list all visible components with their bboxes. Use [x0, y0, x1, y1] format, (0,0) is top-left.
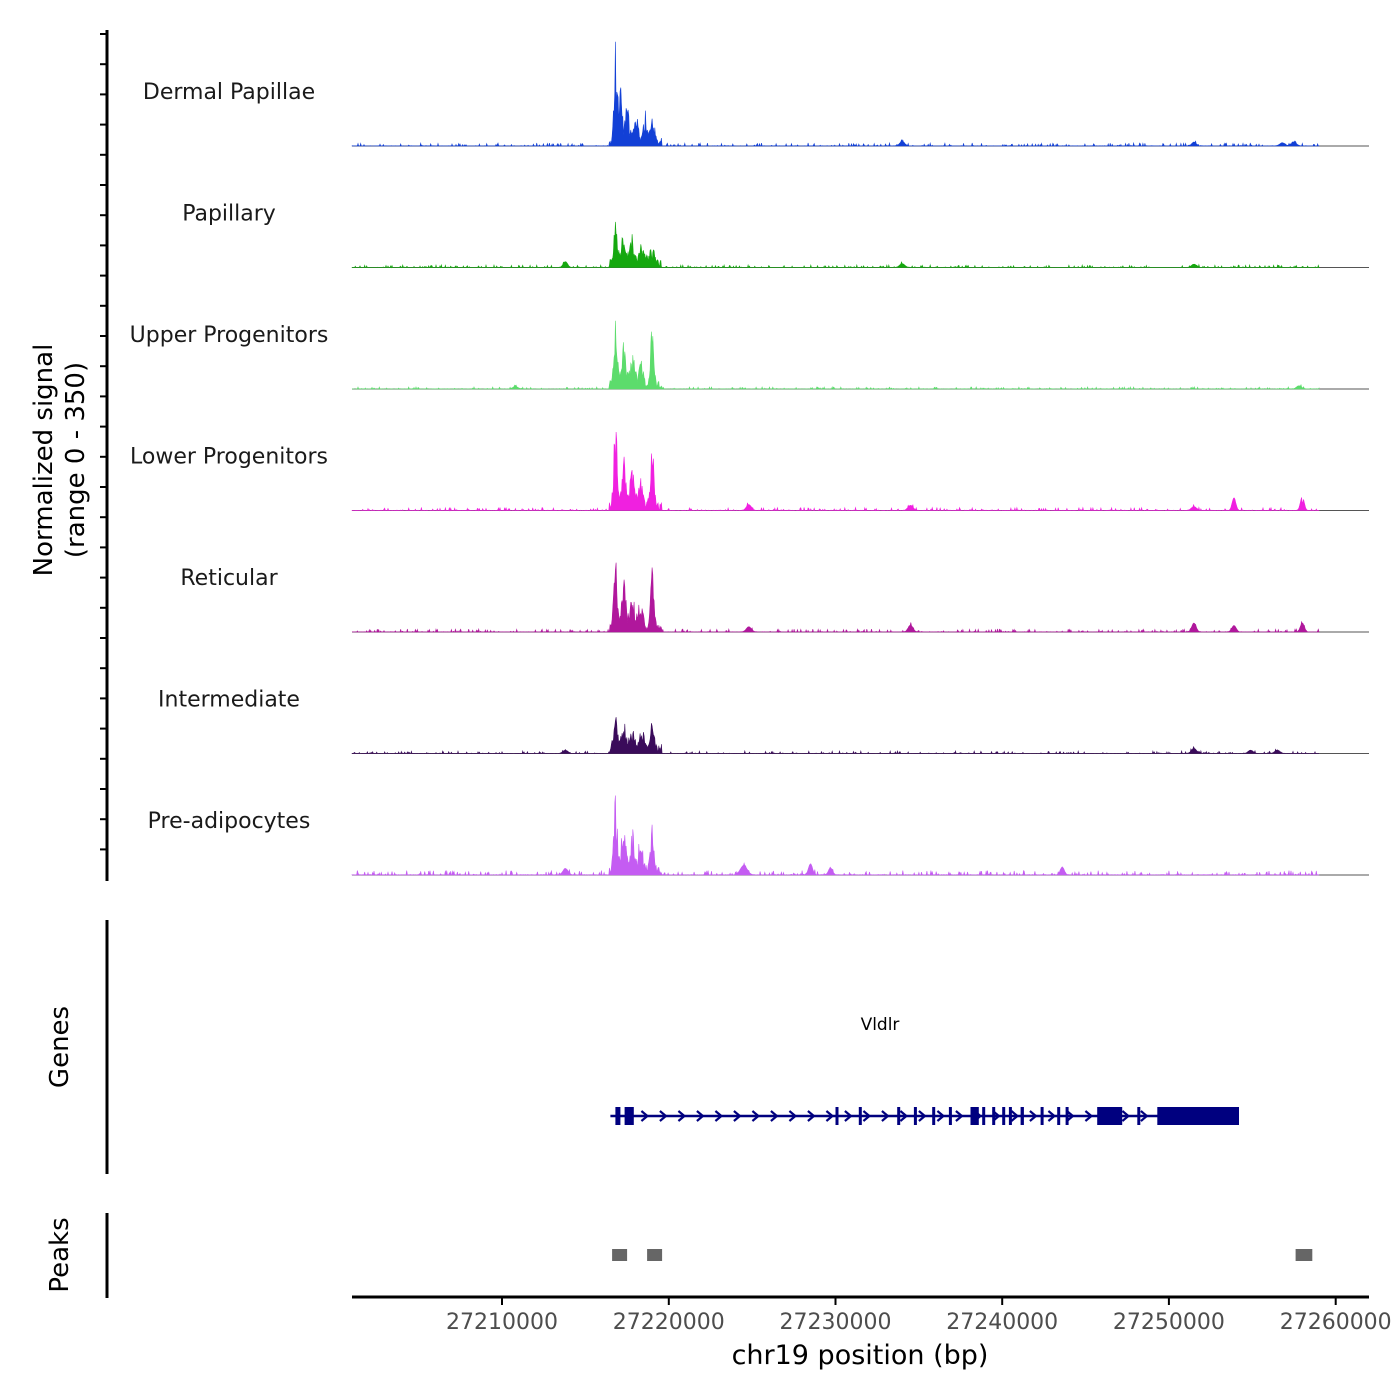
peaks-track-label: Peaks	[45, 1217, 75, 1292]
y-axis-title-line2: (range 0 - 350)	[61, 362, 91, 558]
x-tick-label: 27260000	[1280, 1310, 1392, 1335]
gene-exon	[1040, 1107, 1044, 1125]
track-label: Reticular	[180, 566, 278, 591]
strand-arrow	[1047, 1110, 1057, 1122]
track-dermal-papillae: Dermal Papillae	[143, 41, 1369, 147]
gene-exon	[1020, 1107, 1024, 1125]
strand-arrow	[751, 1110, 761, 1122]
strand-arrow	[955, 1110, 964, 1122]
gene-exon	[624, 1107, 634, 1125]
strand-arrow	[1029, 1110, 1038, 1122]
signal-area	[351, 717, 1320, 755]
strand-arrow	[899, 1110, 909, 1122]
x-tick-label: 27210000	[446, 1310, 558, 1335]
gene-exon	[970, 1107, 979, 1125]
gene-name-label: Vldlr	[861, 1015, 900, 1035]
track-label: Intermediate	[158, 688, 300, 713]
gene-exon	[913, 1107, 917, 1125]
peak-region	[1295, 1249, 1313, 1261]
signal-area	[351, 221, 1320, 269]
gene-exon	[1157, 1107, 1239, 1125]
signal-y-axis	[100, 30, 109, 881]
gene-exon	[948, 1107, 952, 1125]
track-label: Pre-adipocytes	[148, 809, 311, 834]
strand-arrow	[862, 1110, 872, 1122]
x-axis-ticks: 27210000 27220000 27230000 27240000 27250000…	[446, 1297, 1392, 1335]
strand-arrow	[640, 1110, 650, 1122]
signal-area	[351, 795, 1320, 877]
track-label: Papillary	[182, 202, 276, 227]
gene-exon	[992, 1107, 996, 1125]
track-lower-progenitors: Lower Progenitors	[130, 431, 1369, 512]
strand-arrow	[677, 1110, 687, 1122]
strand-arrow	[1140, 1110, 1149, 1122]
gene-exon	[1008, 1107, 1012, 1125]
signal-area	[351, 562, 1320, 634]
track-label: Upper Progenitors	[130, 323, 329, 348]
x-tick-label: 27250000	[1113, 1310, 1225, 1335]
track-reticular: Reticular	[180, 562, 1369, 634]
x-tick-label: 27230000	[780, 1310, 892, 1335]
gene-track	[610, 1107, 1239, 1125]
strand-arrow	[770, 1110, 779, 1122]
x-axis-title: chr19 position (bp)	[732, 1340, 989, 1371]
gene-exon	[1065, 1107, 1069, 1125]
strand-arrow	[881, 1110, 890, 1122]
gene-exon	[615, 1107, 621, 1125]
peak-track	[612, 1249, 1313, 1261]
strand-arrow	[825, 1110, 835, 1122]
signal-area	[351, 41, 1320, 147]
track-upper-progenitors: Upper Progenitors	[130, 320, 1369, 390]
strand-arrow	[1010, 1110, 1020, 1122]
x-tick-label: 27220000	[613, 1310, 725, 1335]
gene-exon	[1002, 1107, 1006, 1125]
strand-arrow	[807, 1110, 816, 1122]
strand-arrow	[936, 1110, 946, 1122]
y-axis-title-line1: Normalized signal	[29, 344, 59, 577]
strand-arrow	[659, 1110, 668, 1122]
signal-area	[351, 431, 1320, 512]
gene-exon	[1097, 1107, 1123, 1125]
genes-track-label: Genes	[45, 1006, 75, 1088]
coverage-tracks: Dermal Papillae Papillary Upper Progenitor…	[130, 41, 1369, 877]
peak-region	[647, 1249, 663, 1261]
strand-arrow	[918, 1110, 927, 1122]
track-papillary: Papillary	[182, 202, 1369, 269]
peak-region	[612, 1249, 628, 1261]
strand-arrow	[844, 1110, 853, 1122]
signal-area	[351, 320, 1320, 390]
gene-exon	[1057, 1107, 1061, 1125]
gene-exon	[897, 1107, 901, 1125]
gene-exon	[835, 1107, 839, 1125]
track-intermediate: Intermediate	[158, 688, 1369, 755]
strand-arrow	[1084, 1110, 1094, 1122]
track-pre-adipocytes: Pre-adipocytes	[148, 795, 1369, 877]
strand-arrow	[1066, 1110, 1075, 1122]
gene-exon	[1137, 1107, 1141, 1125]
x-tick-label: 27240000	[946, 1310, 1058, 1335]
gene-exon	[982, 1107, 986, 1125]
track-label: Lower Progenitors	[130, 445, 328, 470]
track-label: Dermal Papillae	[143, 80, 315, 105]
strand-arrow	[733, 1110, 742, 1122]
strand-arrow	[1121, 1110, 1131, 1122]
strand-arrow	[788, 1110, 798, 1122]
strand-arrow	[696, 1110, 705, 1122]
strand-arrow	[714, 1110, 724, 1122]
gene-exon	[932, 1107, 936, 1125]
gene-exon	[858, 1107, 862, 1125]
